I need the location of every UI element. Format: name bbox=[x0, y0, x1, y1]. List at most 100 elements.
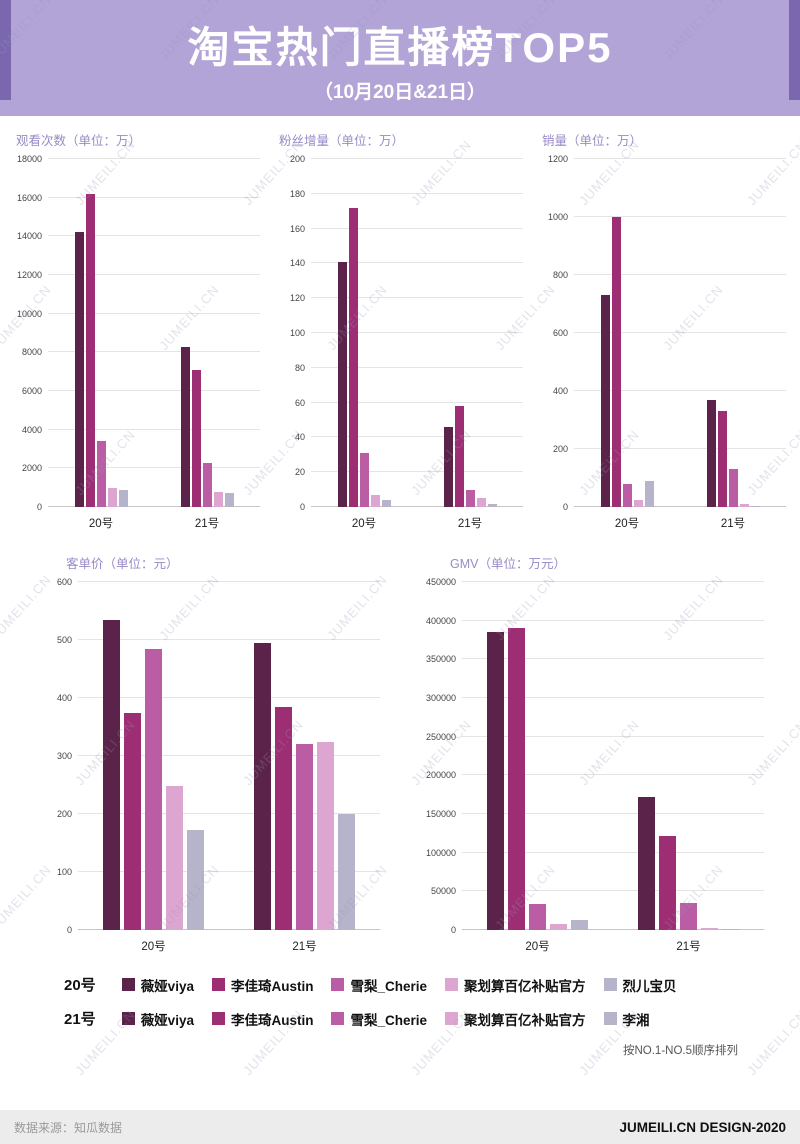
gridline bbox=[48, 196, 260, 198]
gridline bbox=[311, 436, 523, 438]
y-axis-label: 100 bbox=[289, 328, 305, 338]
gridline bbox=[48, 467, 260, 469]
legend-item-label: 李湘 bbox=[622, 1012, 650, 1028]
x-axis: 20号 21号 bbox=[311, 515, 523, 531]
bar bbox=[359, 453, 369, 507]
y-axis-label: 100 bbox=[56, 867, 72, 877]
y-axis-label: 0 bbox=[66, 925, 72, 935]
bar bbox=[722, 928, 739, 930]
y-axis-label: 400000 bbox=[425, 615, 456, 626]
y-axis-label: 200000 bbox=[425, 770, 456, 781]
legend-item-label: 李佳琦Austin bbox=[230, 978, 314, 994]
legend-item: 薇娅viya bbox=[121, 975, 194, 995]
gridline bbox=[574, 332, 786, 333]
y-axis: 0 20 40 60 80 100 120 140 160 180 200 bbox=[277, 154, 311, 512]
legend-swatch bbox=[603, 978, 617, 991]
legend-item: 李佳琦Austin bbox=[211, 975, 314, 995]
y-axis-label: 10000 bbox=[16, 308, 42, 319]
legend-swatch bbox=[331, 978, 345, 991]
bar bbox=[124, 712, 141, 930]
x-axis-label: 20号 bbox=[614, 518, 640, 530]
bar bbox=[550, 923, 567, 930]
bar bbox=[74, 232, 84, 507]
gridline bbox=[311, 158, 523, 159]
y-axis-label: 140 bbox=[289, 258, 305, 269]
legend: 20号 薇娅viya 李佳琦Austin 雪梨_Cherie 聚划算百亿补贴官方 烈儿宝贝… bbox=[0, 974, 800, 1029]
bar bbox=[254, 642, 271, 930]
gridline bbox=[462, 619, 764, 621]
chart-views: 观看次数（单位：万） 0 2000 4000 6000 8000 10000 12000 140… bbox=[14, 130, 260, 531]
legend-item: 李佳琦Austin bbox=[211, 1009, 314, 1029]
gridline bbox=[311, 506, 523, 507]
bar bbox=[317, 741, 334, 930]
bar bbox=[680, 902, 697, 930]
page-subtitle: （10月20日&21日） bbox=[313, 82, 487, 103]
bar bbox=[622, 483, 632, 507]
gridline bbox=[462, 697, 764, 698]
legend-swatch bbox=[211, 978, 225, 991]
gridline bbox=[462, 929, 764, 930]
bar bbox=[465, 489, 475, 507]
bar bbox=[487, 503, 497, 507]
gridline bbox=[78, 755, 380, 756]
y-axis-label: 14000 bbox=[16, 231, 42, 242]
gridline bbox=[462, 658, 764, 660]
y-axis-label: 800 bbox=[552, 270, 568, 280]
gridline bbox=[311, 471, 523, 473]
gridline bbox=[48, 428, 260, 430]
legend-item-label: 李佳琦Austin bbox=[230, 1012, 314, 1028]
plot bbox=[48, 158, 260, 507]
bars-layer bbox=[462, 582, 764, 930]
y-axis: 0 100 200 300 400 500 600 bbox=[36, 577, 78, 935]
gridline bbox=[78, 929, 380, 930]
bar bbox=[750, 505, 760, 507]
chart-title: 客单价（单位：元） bbox=[66, 557, 179, 571]
bar bbox=[166, 786, 183, 930]
page-title: 淘宝热门直播榜TOP5 bbox=[187, 24, 613, 71]
y-axis-label: 160 bbox=[289, 223, 305, 234]
design-credit-label: JUMEILI.CN DESIGN-2020 bbox=[619, 1119, 786, 1135]
gridline bbox=[462, 890, 764, 892]
charts-row-bottom: 客单价（单位：元） 0 100 200 300 400 500 600 20号 21号 GMV（单… bbox=[0, 553, 800, 954]
header-accent-right bbox=[789, 0, 800, 100]
y-axis-label: 2000 bbox=[21, 463, 42, 474]
y-axis-label: 8000 bbox=[21, 347, 42, 358]
footer: 数据来源：知瓜数据 JUMEILI.CN DESIGN-2020 bbox=[0, 1110, 800, 1144]
legend-swatch bbox=[121, 1012, 135, 1025]
gridline bbox=[574, 158, 786, 159]
legend-item-label: 烈儿宝贝 bbox=[622, 978, 677, 994]
bar bbox=[659, 835, 676, 930]
bars-layer bbox=[574, 159, 786, 507]
legend-item: 烈儿宝贝 bbox=[603, 975, 677, 995]
chart-title: 观看次数（单位：万） bbox=[16, 134, 142, 148]
gridline bbox=[574, 274, 786, 275]
header-accent-left bbox=[0, 0, 11, 100]
y-axis-label: 16000 bbox=[16, 192, 42, 203]
plot bbox=[78, 581, 380, 930]
bar bbox=[275, 706, 292, 930]
gridline bbox=[78, 871, 380, 872]
bar bbox=[728, 469, 738, 507]
y-axis-label: 6000 bbox=[21, 386, 42, 396]
x-axis-label: 21号 bbox=[194, 518, 220, 530]
bar bbox=[600, 295, 610, 507]
gridline bbox=[48, 235, 260, 237]
plot bbox=[462, 581, 764, 930]
gridline bbox=[311, 332, 523, 333]
bar-group bbox=[443, 159, 497, 507]
bar bbox=[180, 346, 190, 507]
chart-plot-area: 0 20 40 60 80 100 120 140 160 180 200 bbox=[277, 154, 523, 512]
gridline bbox=[311, 366, 523, 368]
legend-day-label: 20号 bbox=[64, 977, 96, 994]
gridline bbox=[48, 274, 260, 275]
bar-group bbox=[487, 582, 588, 930]
y-axis-label: 60 bbox=[294, 397, 305, 408]
chart-title: GMV（单位：万元） bbox=[450, 557, 566, 571]
chart-gmv: GMV（单位：万元） 0 50000 100000 150000 200000 250000… bbox=[420, 553, 764, 954]
chart-plot-area: 0 50000 100000 150000 200000 250000 300000 3500… bbox=[420, 577, 764, 935]
gridline bbox=[462, 581, 764, 582]
y-axis-label: 0 bbox=[299, 502, 305, 512]
bar bbox=[103, 619, 120, 930]
y-axis-label: 180 bbox=[289, 188, 305, 199]
plot bbox=[574, 158, 786, 507]
